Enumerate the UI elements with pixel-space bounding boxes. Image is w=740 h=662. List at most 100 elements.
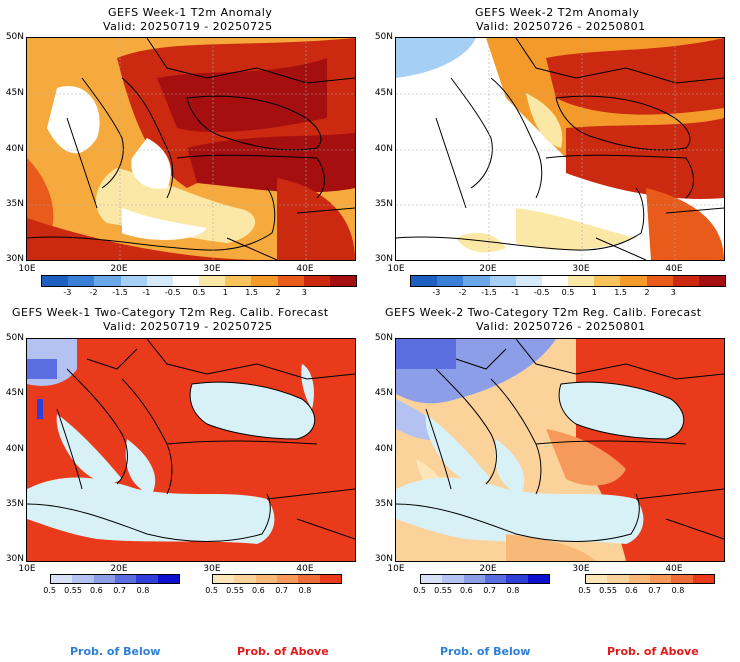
colorbar-tick-label: 0.6 [459, 586, 473, 595]
colorbar-swatch [437, 276, 464, 286]
lat-label: 35N [5, 199, 24, 209]
lat-label: 35N [374, 199, 393, 209]
colorbar-tick-label: 0.8 [298, 586, 312, 595]
lon-label: 10E [387, 564, 405, 574]
lon-label: 30E [572, 264, 590, 274]
colorbar-tick-label: -1 [142, 288, 151, 297]
colorbar-swatch [484, 575, 507, 583]
colorbar-tick-label: 0.5 [578, 586, 592, 595]
panel-valid-dates: Valid: 20250719 - 20250725 [103, 320, 273, 333]
colorbar-tick-label: 0.55 [226, 586, 244, 595]
anomaly-map-week2 [395, 37, 725, 261]
colorbar-tick-label: 0.55 [64, 586, 82, 595]
colorbar-tick-label: 0.55 [434, 586, 452, 595]
lon-label: 20E [479, 564, 497, 574]
panel-title: GEFS Week-1 Two-Category T2m Reg. Calib.… [12, 306, 329, 319]
colorbar-swatch [319, 575, 341, 583]
colorbar-swatch [586, 575, 608, 583]
colorbar-swatch [442, 575, 464, 583]
colorbar-tick-label: 2 [644, 288, 650, 297]
colorbar-swatch [251, 276, 278, 286]
lat-label: 40N [374, 144, 393, 154]
prob-above-colorbar [585, 574, 715, 584]
prob-above-colorbar-labels: 0.5 0.55 0.6 0.7 0.8 [200, 586, 340, 598]
colorbar-swatch [298, 575, 320, 583]
colorbar-tick-label: 0.5 [205, 586, 219, 595]
lat-label: 45N [374, 388, 393, 398]
lat-label: 40N [5, 144, 24, 154]
colorbar-tick-label: 0.6 [251, 586, 265, 595]
colorbar-swatch [72, 575, 94, 583]
lon-label: 20E [110, 264, 128, 274]
panel-title: GEFS Week-1 T2m Anomaly [108, 6, 273, 19]
colorbar-swatch [527, 575, 549, 583]
colorbar-tick-label: 0.8 [136, 586, 150, 595]
colorbar-swatch [541, 276, 569, 286]
prob-below-colorbar-labels: 0.5 0.55 0.6 0.7 0.8 [38, 586, 178, 598]
colorbar-tick-label: 0.7 [483, 586, 497, 595]
colorbar-swatch [329, 276, 357, 286]
colorbar-tick-label: -1.5 [481, 288, 497, 297]
colorbar-swatch [94, 276, 121, 286]
prob-above-caption: Prob. of Above [607, 645, 699, 658]
colorbar-tick-label: 1 [591, 288, 597, 297]
lat-label: 50N [374, 32, 393, 42]
colorbar-swatch [698, 276, 726, 286]
colorbar-tick-label: 1.5 [614, 288, 628, 297]
panel-valid-dates: Valid: 20250726 - 20250801 [476, 20, 646, 33]
colorbar-swatch [463, 276, 490, 286]
anomaly-colorbar-labels: -3 -2 -1.5 -1 -0.5 0.5 1 1.5 2 3 [410, 288, 726, 300]
colorbar-tick-label: -0.5 [533, 288, 550, 297]
prob-below-colorbar [50, 574, 180, 584]
lat-label: 35N [374, 499, 393, 509]
panel-title: GEFS Week-2 Two-Category T2m Reg. Calib.… [385, 306, 702, 319]
colorbar-swatch [157, 575, 179, 583]
colorbar-swatch [594, 276, 621, 286]
colorbar-tick-label: 1.5 [245, 288, 259, 297]
prob-below-caption: Prob. of Below [440, 645, 531, 658]
anomaly-colorbar [410, 275, 726, 287]
lon-label: 40E [296, 264, 314, 274]
colorbar-tick-label: -3 [63, 288, 72, 297]
colorbar-tick-label: 0.5 [43, 586, 57, 595]
colorbar-swatch [42, 276, 69, 286]
lon-label: 40E [665, 264, 683, 274]
colorbar-swatch [607, 575, 629, 583]
lat-label: 30N [5, 254, 24, 264]
colorbar-tick-label: -2 [89, 288, 98, 297]
colorbar-swatch [51, 575, 73, 583]
colorbar-swatch [172, 276, 200, 286]
lon-label: 40E [665, 564, 683, 574]
colorbar-tick-label: 0.7 [113, 586, 127, 595]
lat-label: 45N [5, 388, 24, 398]
colorbar-swatch [620, 276, 647, 286]
lon-label: 10E [18, 264, 36, 274]
colorbar-tick-label: 0.5 [192, 288, 206, 297]
colorbar-swatch [411, 276, 438, 286]
probability-map-week2 [395, 338, 725, 562]
colorbar-tick-label: -2 [458, 288, 467, 297]
colorbar-tick-label: 0.8 [506, 586, 520, 595]
lat-label: 40N [5, 444, 24, 454]
colorbar-swatch [568, 276, 595, 286]
colorbar-swatch [136, 575, 158, 583]
lat-label: 40N [374, 444, 393, 454]
colorbar-swatch [303, 276, 330, 286]
lat-label: 30N [5, 554, 24, 564]
probability-map-week1 [26, 338, 356, 562]
anomaly-colorbar [41, 275, 357, 287]
colorbar-tick-label: 0.7 [275, 586, 289, 595]
colorbar-swatch [421, 575, 443, 583]
anomaly-colorbar-labels: -3 -2 -1.5 -1 -0.5 0.5 1 1.5 2 3 [41, 288, 357, 300]
colorbar-tick-label: 0.55 [599, 586, 617, 595]
colorbar-tick-label: 2 [275, 288, 281, 297]
colorbar-tick-label: 3 [670, 288, 676, 297]
colorbar-swatch [68, 276, 95, 286]
colorbar-tick-label: -1 [511, 288, 520, 297]
colorbar-tick-label: 0.7 [648, 586, 662, 595]
lon-label: 10E [18, 564, 36, 574]
colorbar-swatch [628, 575, 650, 583]
colorbar-swatch [672, 276, 699, 286]
colorbar-swatch [277, 276, 304, 286]
lon-label: 20E [479, 264, 497, 274]
